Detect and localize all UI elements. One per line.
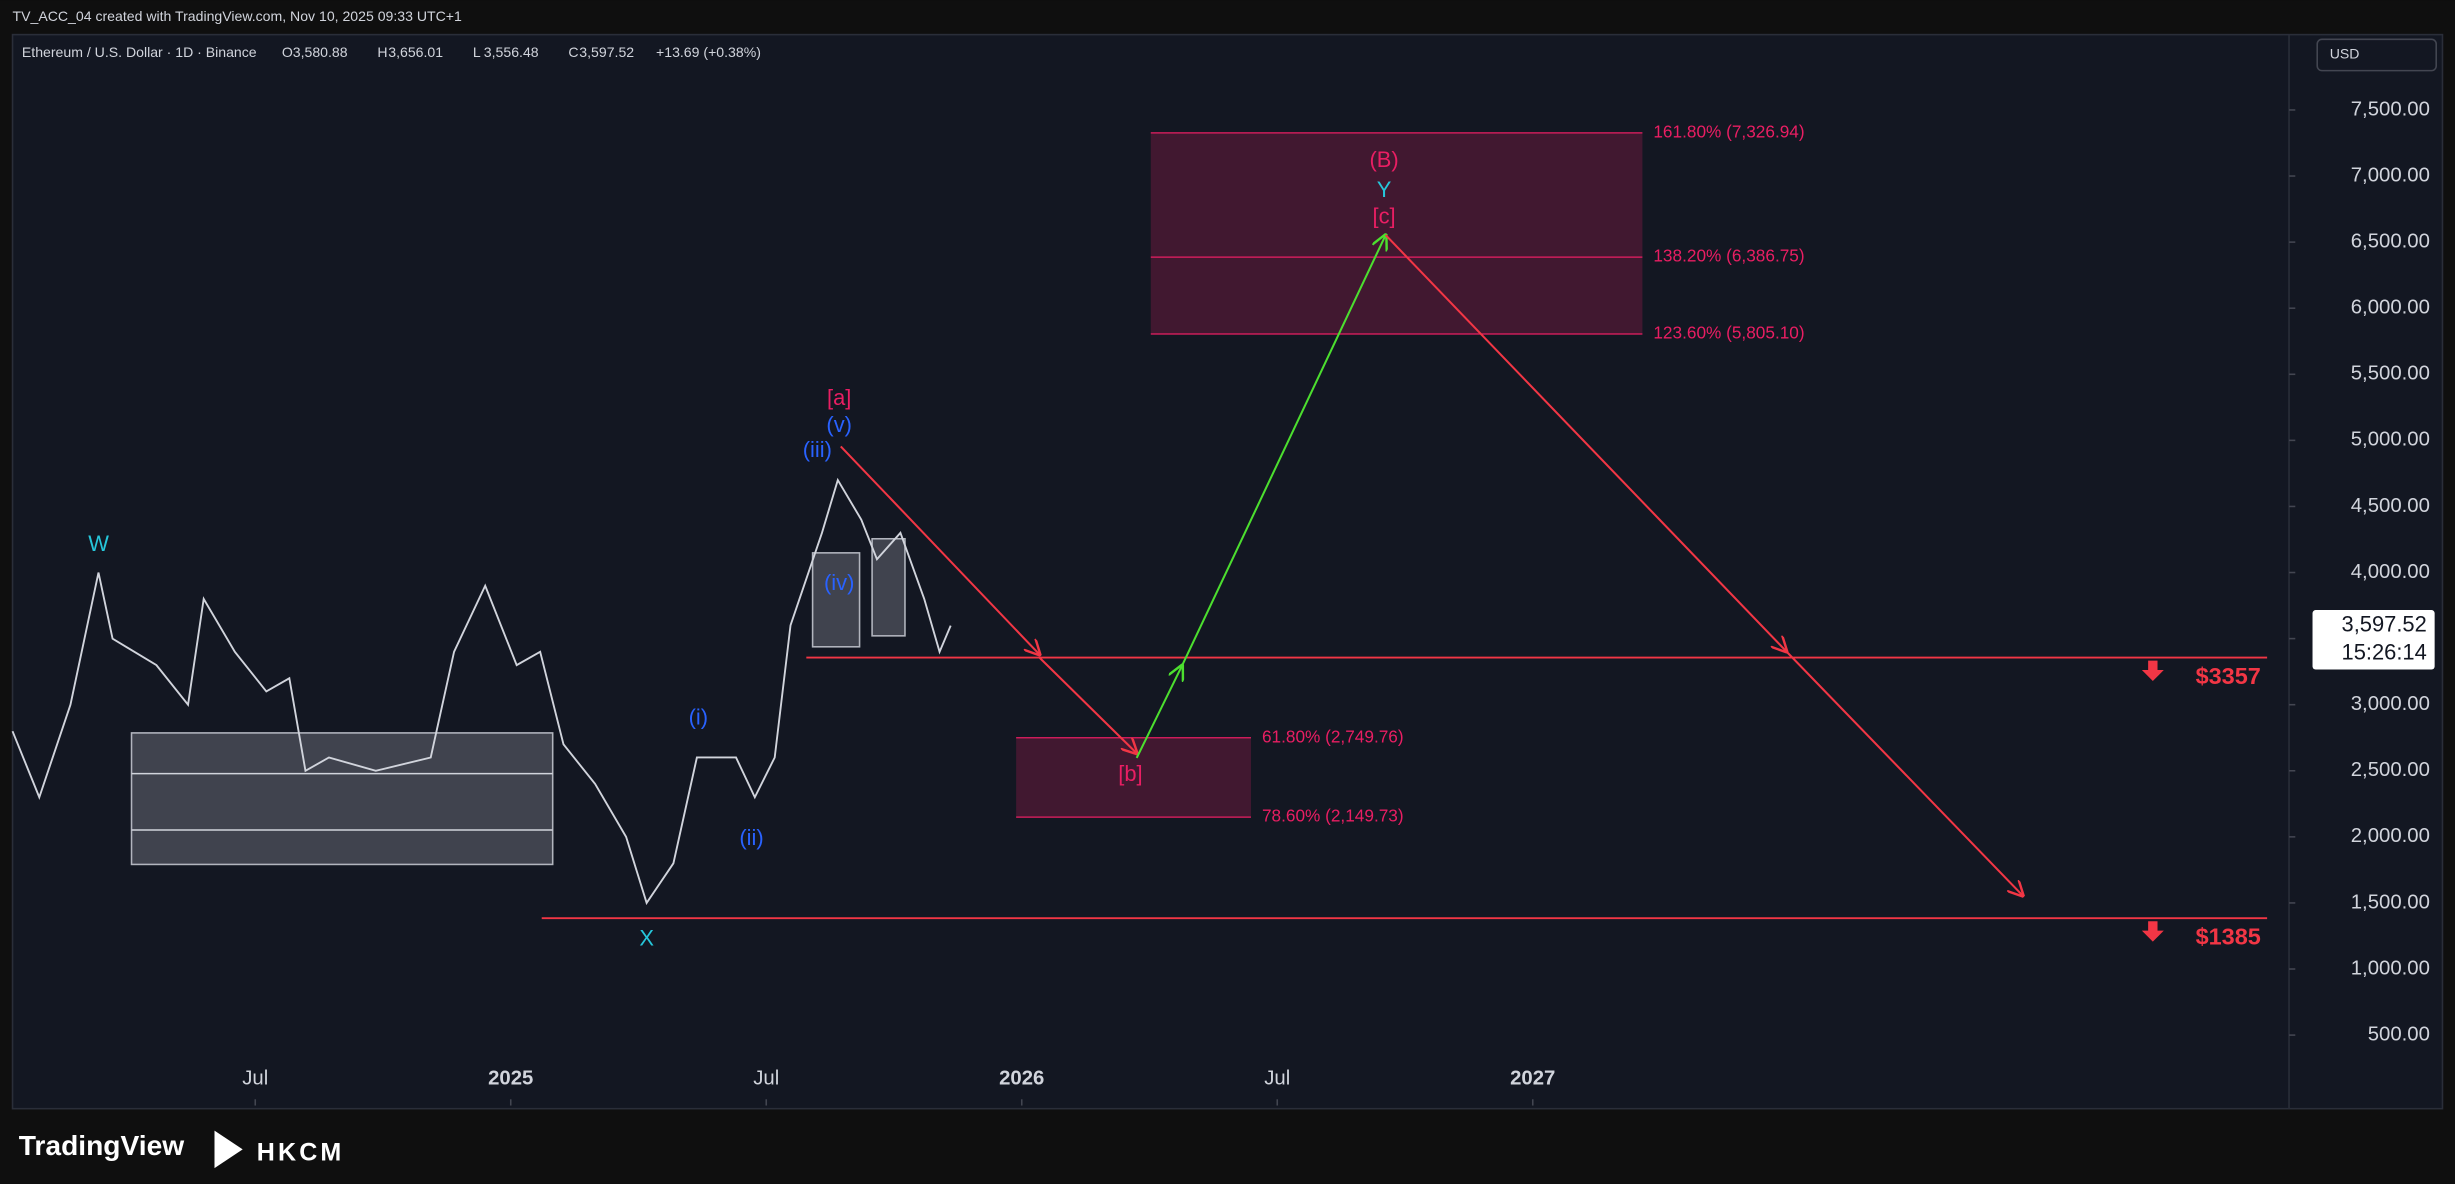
- projection-arrow: [1384, 234, 1787, 651]
- wave-label: W: [88, 531, 109, 556]
- fib-zone: [1150, 132, 1643, 334]
- level-icon: [2141, 660, 2164, 681]
- y-tick-label: 6,500.00: [2351, 230, 2430, 252]
- y-tick-label: 1,500.00: [2351, 891, 2430, 913]
- ohlc-key: L: [473, 44, 481, 60]
- y-tick-label: 4,000.00: [2351, 561, 2430, 583]
- plot: 500.00 1,000.00 1,500.00 2,000.00 2,500.00 3,…: [11, 98, 2435, 1106]
- last-price: 3,597.52: [2342, 612, 2427, 637]
- range-box: [130, 732, 554, 866]
- y-tick-label: 6,000.00: [2351, 297, 2430, 319]
- header-text: TV_ACC_04 created with TradingView.com, …: [13, 8, 462, 24]
- wave-label: (iv): [824, 570, 854, 595]
- y-tick-label: 2,500.00: [2351, 759, 2430, 781]
- ohlc-value: 3,556.48: [484, 44, 539, 60]
- y-tick-label: 500.00: [2368, 1023, 2430, 1045]
- x-tick-label: Jul: [242, 1067, 268, 1089]
- fib-label: 138.20% (6,386.75): [1653, 246, 1804, 266]
- wave-label: (ii): [739, 825, 763, 850]
- range-box: [811, 552, 861, 648]
- projection-arrow: [1785, 650, 2022, 895]
- range-box: [871, 537, 906, 637]
- symbol: Ethereum / U.S. Dollar · 1D · Binance: [22, 44, 257, 60]
- x-tick-label: 2025: [488, 1067, 533, 1089]
- ohlc: O 3,580.88 H 3,656.01 L 3,556.48 C 3,597.52 +13.…: [282, 44, 761, 60]
- projection-arrow: [1181, 235, 1386, 667]
- ohlc-value: 3,656.01: [388, 44, 443, 60]
- wave-label: X: [639, 925, 654, 950]
- y-tick-label: 2,000.00: [2351, 825, 2430, 847]
- projection-arrow: [1038, 657, 1137, 754]
- ohlc-value: 3,597.52: [579, 44, 634, 60]
- projection-arrow: [1135, 666, 1182, 759]
- currency[interactable]: USD: [2330, 46, 2360, 62]
- y-tick-label: 4,500.00: [2351, 495, 2430, 517]
- change: +13.69 (+0.38%): [656, 44, 761, 60]
- x-tick-label: Jul: [753, 1067, 779, 1089]
- wave-label: (v): [826, 412, 852, 437]
- wave-label: Y: [1377, 177, 1392, 202]
- last-price-badge: [2312, 610, 2435, 670]
- level-label: $3357: [2196, 663, 2261, 689]
- y-tick-label: 5,000.00: [2351, 429, 2430, 451]
- wave-label: (iii): [803, 437, 832, 462]
- x-tick-label: Jul: [1264, 1067, 1290, 1089]
- price-line: [11, 477, 952, 906]
- fib-label: 61.80% (2,749.76): [1262, 726, 1404, 746]
- fib-label: 78.60% (2,149.73): [1262, 806, 1404, 826]
- ohlc-key: C: [568, 44, 578, 60]
- fib-label: 161.80% (7,326.94): [1653, 121, 1804, 141]
- y-tick-label: 5,500.00: [2351, 363, 2430, 385]
- wave-label: [a]: [827, 385, 851, 410]
- brand: TradingView: [19, 1129, 185, 1161]
- y-tick-label: 1,000.00: [2351, 957, 2430, 979]
- level-label: $1385: [2196, 924, 2261, 950]
- ohlc-key: O: [282, 44, 293, 60]
- x-tick-label: 2027: [1510, 1067, 1555, 1089]
- wave-label: [b]: [1118, 761, 1142, 786]
- y-tick-label: 3,000.00: [2351, 693, 2430, 715]
- partner: HKCM: [257, 1139, 345, 1167]
- fib-label: 123.60% (5,805.10): [1653, 323, 1804, 343]
- projection-arrow: [840, 445, 1040, 654]
- currency-button[interactable]: [2316, 38, 2437, 72]
- partner-logo: [214, 1130, 243, 1169]
- x-tick-label: 2026: [999, 1067, 1044, 1089]
- wave-label: [c]: [1372, 204, 1395, 229]
- level-icon: [2141, 921, 2164, 942]
- y-tick-label: 7,500.00: [2351, 98, 2430, 120]
- countdown: 15:26:14: [2342, 640, 2427, 665]
- ohlc-value: 3,580.88: [293, 44, 348, 60]
- ohlc-key: H: [377, 44, 387, 60]
- wave-label: (B): [1369, 147, 1398, 172]
- y-tick-label: 7,000.00: [2351, 164, 2430, 186]
- wave-label: (i): [689, 705, 708, 730]
